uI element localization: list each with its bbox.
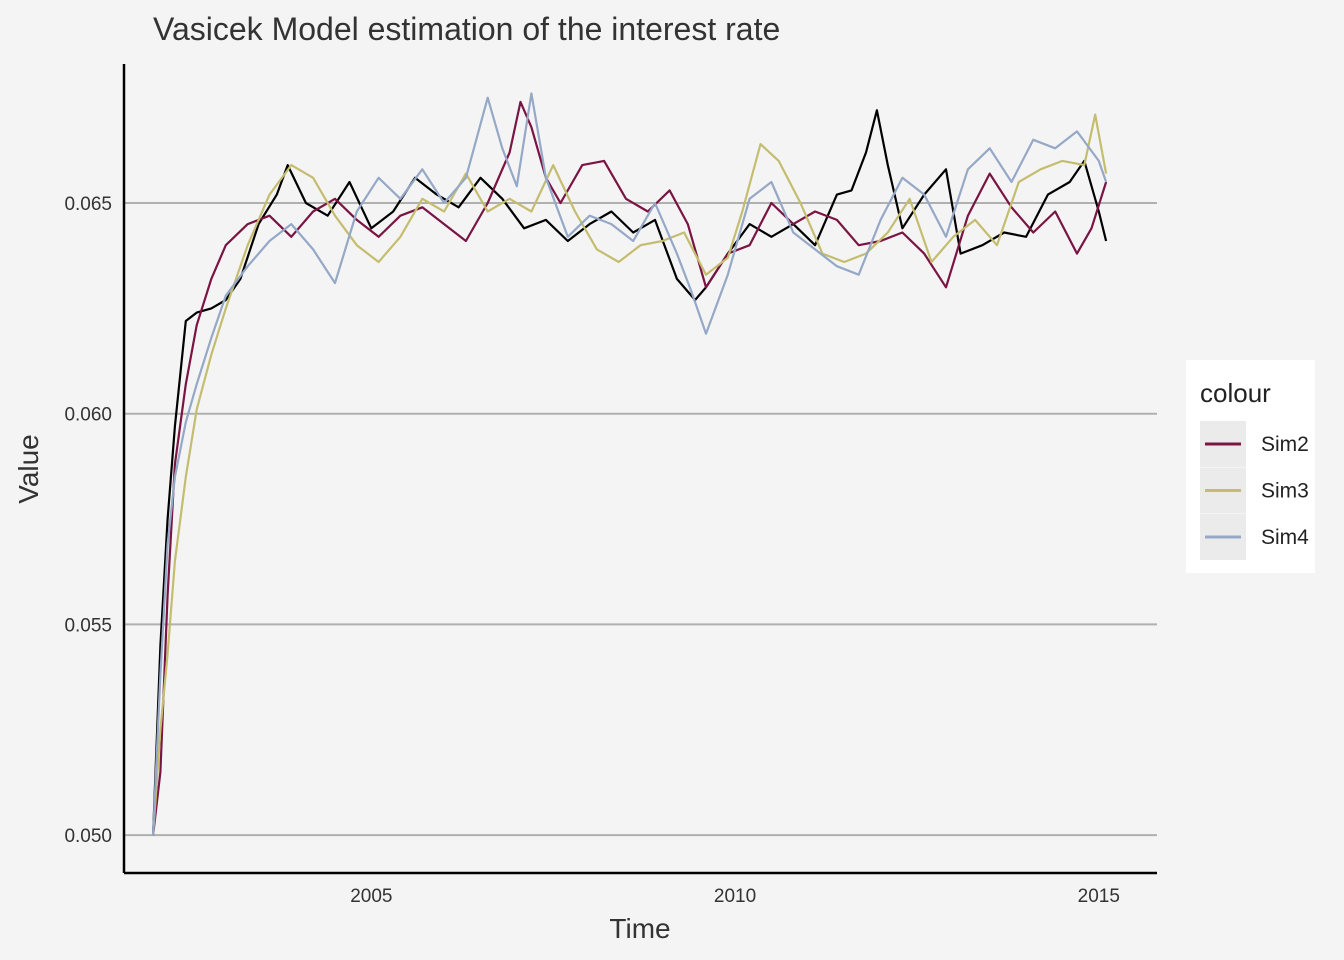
y-tick-label: 0.050 xyxy=(64,826,112,847)
legend-label: Sim3 xyxy=(1261,480,1309,503)
axes: 0.050 0.055 0.060 0.065 2005 2010 2015 xyxy=(64,64,1157,907)
gridlines xyxy=(124,202,1157,837)
y-tick-label: 0.065 xyxy=(64,194,112,215)
series-line-sim2 xyxy=(152,100,1108,836)
legend-label: Sim2 xyxy=(1261,433,1309,456)
y-tick-label: 0.055 xyxy=(64,615,112,636)
y-axis-title: Value xyxy=(13,434,44,504)
legend-label: Sim4 xyxy=(1261,526,1309,549)
legend-title: colour xyxy=(1200,378,1271,408)
series-line-sim3 xyxy=(152,113,1108,836)
x-tick-label: 2010 xyxy=(714,886,756,907)
legend-items: Sim2 Sim3 Sim4 xyxy=(1200,421,1309,560)
chart-title: Vasicek Model estimation of the interest… xyxy=(153,11,780,47)
x-axis-title: Time xyxy=(609,913,670,944)
legend: colour Sim2 Sim3 Sim4 xyxy=(1186,360,1315,573)
series-lines xyxy=(152,92,1108,836)
x-tick-label: 2015 xyxy=(1078,886,1120,907)
y-tick-label: 0.060 xyxy=(64,405,112,426)
series-line-sim4 xyxy=(152,92,1108,836)
series-line-unlabeled xyxy=(152,109,1108,836)
x-tick-label: 2005 xyxy=(350,886,392,907)
